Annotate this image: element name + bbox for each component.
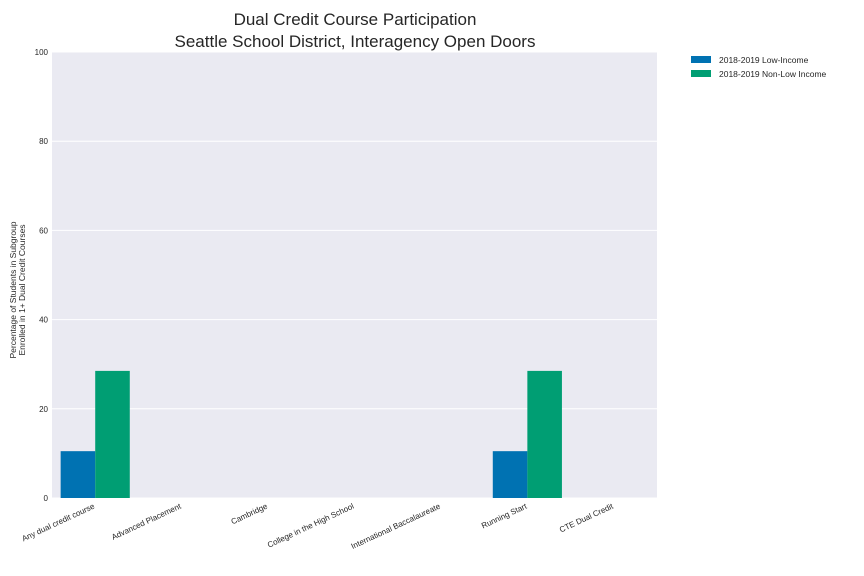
y-tick-label: 20 bbox=[39, 405, 48, 414]
y-tick-label: 0 bbox=[44, 494, 49, 503]
x-tick-label: CTE Dual Credit bbox=[558, 501, 615, 534]
x-tick-label: College in the High School bbox=[266, 502, 355, 550]
bar bbox=[527, 370, 562, 498]
legend-swatch bbox=[691, 56, 711, 63]
chart-subtitle: Seattle School District, Interagency Ope… bbox=[175, 32, 536, 51]
x-tick-label: International Baccalaureate bbox=[350, 501, 443, 551]
x-tick-label: Any dual credit course bbox=[21, 501, 97, 543]
bar bbox=[95, 370, 130, 498]
y-tick-label: 80 bbox=[39, 137, 48, 146]
legend-label: 2018-2019 Non-Low Income bbox=[719, 69, 827, 79]
bars bbox=[60, 370, 562, 498]
chart-title: Dual Credit Course Participation bbox=[234, 10, 477, 29]
legend-swatch bbox=[691, 70, 711, 77]
y-tick-label: 60 bbox=[39, 226, 48, 235]
y-axis-label-line: Percentage of Students in Subgroup bbox=[8, 221, 18, 358]
legend: 2018-2019 Low-Income 2018-2019 Non-Low In… bbox=[691, 55, 827, 79]
y-tick-label: 100 bbox=[35, 48, 49, 57]
x-tick-label: Cambridge bbox=[230, 501, 270, 526]
x-tick-label: Advanced Placement bbox=[110, 501, 183, 541]
bar bbox=[60, 451, 96, 498]
legend-label: 2018-2019 Low-Income bbox=[719, 55, 809, 65]
plot-area bbox=[52, 52, 657, 498]
bar bbox=[492, 451, 528, 498]
x-axis: Any dual credit course Advanced Placement… bbox=[21, 501, 616, 551]
y-axis: 0 20 40 60 80 100 bbox=[35, 48, 49, 503]
x-tick-label: Running Start bbox=[480, 501, 529, 530]
y-tick-label: 40 bbox=[39, 316, 48, 325]
y-axis-label-line: Enrolled in 1+ Dual Credit Courses bbox=[17, 224, 27, 355]
y-axis-label: Percentage of Students in Subgroup Enroll… bbox=[8, 221, 27, 358]
